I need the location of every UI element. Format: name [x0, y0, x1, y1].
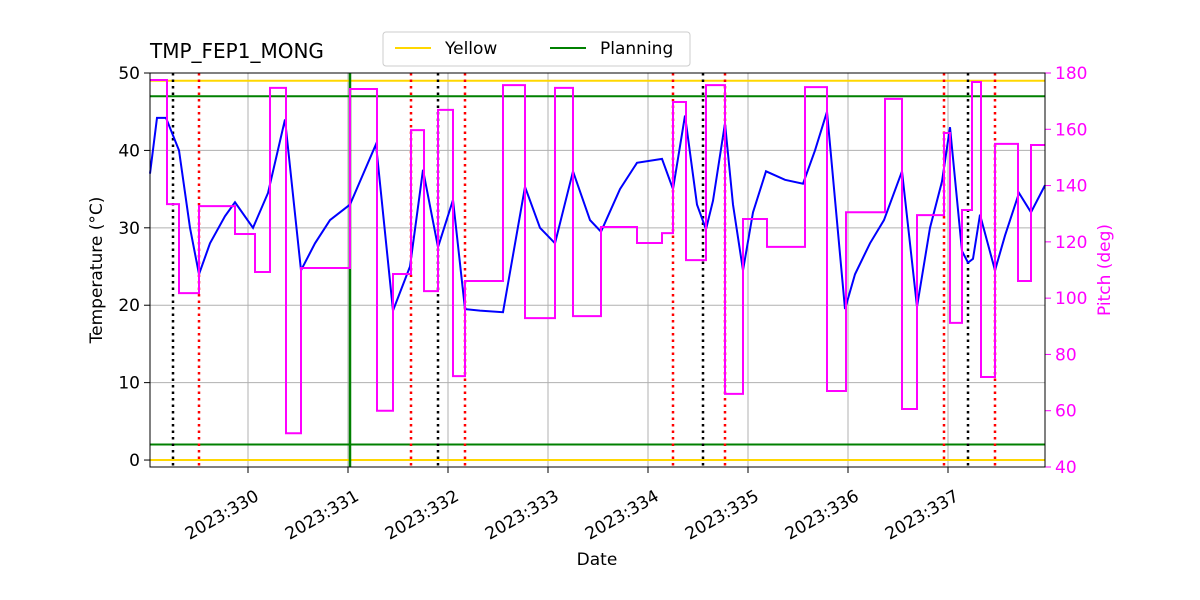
x-tick-label: 2023:333 [482, 486, 563, 544]
legend-box [382, 31, 691, 67]
y-tick-label: 10 [118, 374, 140, 394]
y-tick-label: 40 [118, 141, 140, 161]
x-tick-label: 2023:332 [382, 486, 463, 544]
y2-axis-label: Pitch (deg) [1095, 224, 1115, 316]
x-tick-label: 2023:334 [582, 486, 663, 544]
y2-tick-label: 100 [1055, 289, 1087, 309]
series-line [149, 111, 1046, 314]
y-tick-label: 50 [118, 64, 140, 84]
x-axis-label: Date [577, 550, 618, 570]
y-tick-label: 0 [129, 451, 140, 471]
x-tick-label: 2023:336 [782, 486, 863, 544]
y2-tick-label: 40 [1055, 458, 1077, 478]
y2-tick-label: 80 [1055, 345, 1077, 365]
y2-tick-label: 180 [1055, 64, 1087, 84]
legend: Yellow Planning [382, 31, 691, 67]
plot-frame [149, 72, 1046, 468]
chart-title: TMP_FEP1_MONG [149, 39, 324, 63]
x-tick-label: 2023:337 [882, 486, 963, 544]
y-tick-label: 20 [118, 296, 140, 316]
y2-tick-label: 60 [1055, 402, 1077, 422]
x-tick-label: 2023:330 [182, 486, 263, 544]
y2-tick-label: 160 [1055, 120, 1087, 140]
y-axis-label: Temperature (°C) [87, 197, 107, 345]
y2-tick-label: 140 [1055, 177, 1087, 197]
x-tick-label: 2023:331 [282, 486, 363, 544]
legend-label: Yellow [444, 39, 497, 59]
x-tick-label: 2023:335 [682, 486, 763, 544]
legend-label: Planning [600, 39, 673, 59]
y-tick-label: 30 [118, 219, 140, 239]
series-line [150, 79, 1045, 435]
y2-tick-label: 120 [1055, 233, 1087, 253]
